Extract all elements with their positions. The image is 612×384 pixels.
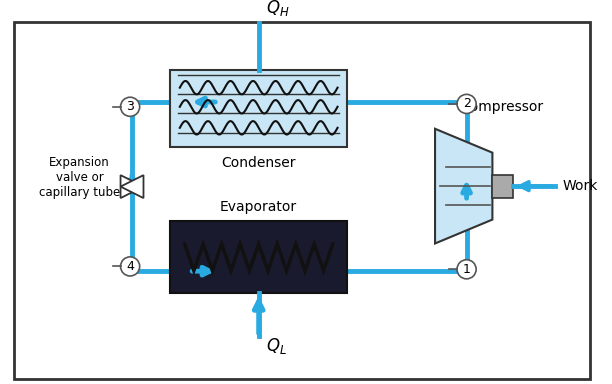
Text: $Q_H$: $Q_H$ — [266, 0, 290, 18]
Circle shape — [457, 94, 476, 114]
Text: $Q_L$: $Q_L$ — [266, 336, 287, 356]
Polygon shape — [121, 175, 143, 198]
Text: 1: 1 — [463, 263, 471, 276]
Circle shape — [457, 260, 476, 279]
Text: Expansion
valve or
capillary tube: Expansion valve or capillary tube — [39, 156, 120, 199]
Text: 4: 4 — [126, 260, 134, 273]
Polygon shape — [435, 129, 493, 243]
Circle shape — [121, 97, 140, 116]
Text: Compressor: Compressor — [460, 101, 543, 114]
FancyBboxPatch shape — [493, 175, 513, 198]
Text: 2: 2 — [463, 98, 471, 111]
Text: 3: 3 — [126, 100, 134, 113]
FancyBboxPatch shape — [170, 222, 347, 293]
Text: Evaporator: Evaporator — [220, 200, 297, 214]
Text: Work: Work — [562, 179, 597, 193]
FancyBboxPatch shape — [15, 22, 590, 379]
Polygon shape — [121, 175, 143, 198]
FancyBboxPatch shape — [170, 70, 347, 147]
Circle shape — [121, 257, 140, 276]
Text: Condenser: Condenser — [222, 157, 296, 170]
